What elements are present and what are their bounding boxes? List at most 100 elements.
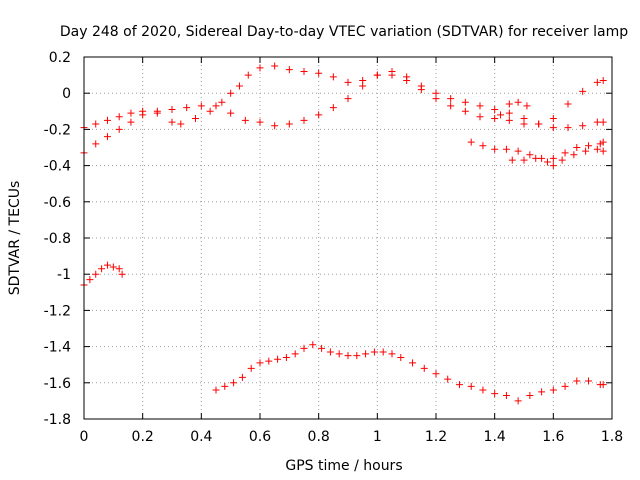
x-tick-label: 1.6 xyxy=(542,429,564,445)
data-point-track-1 xyxy=(491,105,499,113)
data-point-track-1 xyxy=(168,105,176,113)
data-point-track-2 xyxy=(271,62,279,70)
data-points xyxy=(80,62,607,405)
data-point-track-4 xyxy=(523,102,531,110)
data-point-track-6 xyxy=(238,373,246,381)
data-point-track-1 xyxy=(127,109,135,117)
data-point-track-4 xyxy=(532,154,540,162)
data-point-track-5 xyxy=(98,265,106,273)
data-point-track-3 xyxy=(596,140,604,148)
data-point-track-1 xyxy=(447,95,455,103)
data-point-track-1 xyxy=(115,113,123,121)
data-point-track-3 xyxy=(561,149,569,157)
data-point-track-3 xyxy=(514,147,522,155)
data-point-track-3 xyxy=(526,151,534,159)
data-point-track-2 xyxy=(476,113,484,121)
data-point-track-2 xyxy=(92,140,100,148)
data-point-track-1 xyxy=(593,118,601,126)
data-point-track-2 xyxy=(315,69,323,77)
y-tick-label: -0.8 xyxy=(44,231,71,247)
grid-lines xyxy=(83,56,613,420)
data-point-track-1 xyxy=(344,95,352,103)
data-point-track-6 xyxy=(353,352,361,360)
data-point-track-2 xyxy=(285,66,293,74)
data-point-track-6 xyxy=(467,382,475,390)
data-point-track-2 xyxy=(491,115,499,123)
data-point-track-1 xyxy=(461,98,469,106)
data-point-track-4 xyxy=(549,162,557,170)
data-point-track-6 xyxy=(420,364,428,372)
data-point-track-6 xyxy=(291,350,299,358)
data-point-track-2 xyxy=(599,77,607,85)
data-point-track-6 xyxy=(526,391,534,399)
y-tick-label: -1.8 xyxy=(44,412,71,428)
data-point-track-4 xyxy=(514,98,522,106)
data-point-track-2 xyxy=(535,120,543,128)
data-point-track-3 xyxy=(538,154,546,162)
data-point-track-5 xyxy=(118,270,126,278)
x-tick-label: 1.8 xyxy=(601,429,623,445)
data-point-track-2 xyxy=(344,78,352,86)
data-point-track-6 xyxy=(397,353,405,361)
data-point-track-2 xyxy=(168,118,176,126)
data-point-track-2 xyxy=(235,82,243,90)
data-point-track-1 xyxy=(241,116,249,124)
data-point-track-1 xyxy=(564,124,572,132)
data-point-track-6 xyxy=(335,350,343,358)
data-point-track-4 xyxy=(497,111,505,119)
data-point-track-1 xyxy=(212,102,220,110)
data-point-track-2 xyxy=(593,78,601,86)
x-tick-label: 1.2 xyxy=(425,429,447,445)
tick-labels: 0 0.2 0.4 0.6 0.8 1 1.2 1.4 1.6 1.8 0.2 0 -0.2 -0.4 -0… xyxy=(44,50,623,445)
data-point-track-6 xyxy=(599,381,607,389)
data-point-track-2 xyxy=(139,111,147,119)
data-point-track-2 xyxy=(115,125,123,133)
data-point-track-6 xyxy=(265,357,273,365)
data-point-track-6 xyxy=(282,353,290,361)
y-axis-label: SDTVAR / TECUs xyxy=(7,181,23,296)
data-point-track-6 xyxy=(344,352,352,360)
data-point-track-6 xyxy=(247,364,255,372)
data-point-track-6 xyxy=(479,386,487,394)
data-point-track-1 xyxy=(183,104,191,112)
data-point-track-1 xyxy=(579,122,587,130)
data-point-track-2 xyxy=(329,73,337,81)
data-point-track-5 xyxy=(86,276,94,284)
data-point-track-2 xyxy=(244,71,252,79)
y-tick-label: -0.6 xyxy=(44,195,71,211)
data-point-track-3 xyxy=(549,154,557,162)
data-point-track-1 xyxy=(271,122,279,130)
data-point-track-6 xyxy=(388,350,396,358)
data-point-track-6 xyxy=(379,348,387,356)
y-tick-label: -0.4 xyxy=(44,159,71,175)
data-point-track-6 xyxy=(444,375,452,383)
data-point-track-1 xyxy=(549,124,557,132)
data-point-track-6 xyxy=(585,377,593,385)
data-point-track-5 xyxy=(115,265,123,273)
data-point-track-1 xyxy=(103,116,111,124)
data-point-track-4 xyxy=(543,158,551,166)
data-point-track-1 xyxy=(329,104,337,112)
data-point-track-2 xyxy=(432,95,440,103)
data-point-track-6 xyxy=(256,359,264,367)
data-point-track-1 xyxy=(505,109,513,117)
data-point-track-6 xyxy=(309,341,317,349)
data-point-track-2 xyxy=(549,115,557,123)
data-point-track-1 xyxy=(315,111,323,119)
data-point-track-2 xyxy=(505,116,513,124)
data-point-track-4 xyxy=(570,151,578,159)
data-point-track-5 xyxy=(109,263,117,271)
data-point-track-4 xyxy=(520,156,528,164)
data-point-track-3 xyxy=(585,142,593,150)
data-point-track-2 xyxy=(447,102,455,110)
data-point-track-2 xyxy=(256,64,264,72)
data-point-track-6 xyxy=(491,390,499,398)
data-point-track-3 xyxy=(573,144,581,151)
plot-frame xyxy=(83,56,613,420)
y-tick-label: -1.6 xyxy=(44,376,71,392)
data-point-track-6 xyxy=(326,348,334,356)
data-point-track-2 xyxy=(417,86,425,94)
data-point-track-6 xyxy=(502,391,510,399)
data-point-track-6 xyxy=(538,388,546,396)
